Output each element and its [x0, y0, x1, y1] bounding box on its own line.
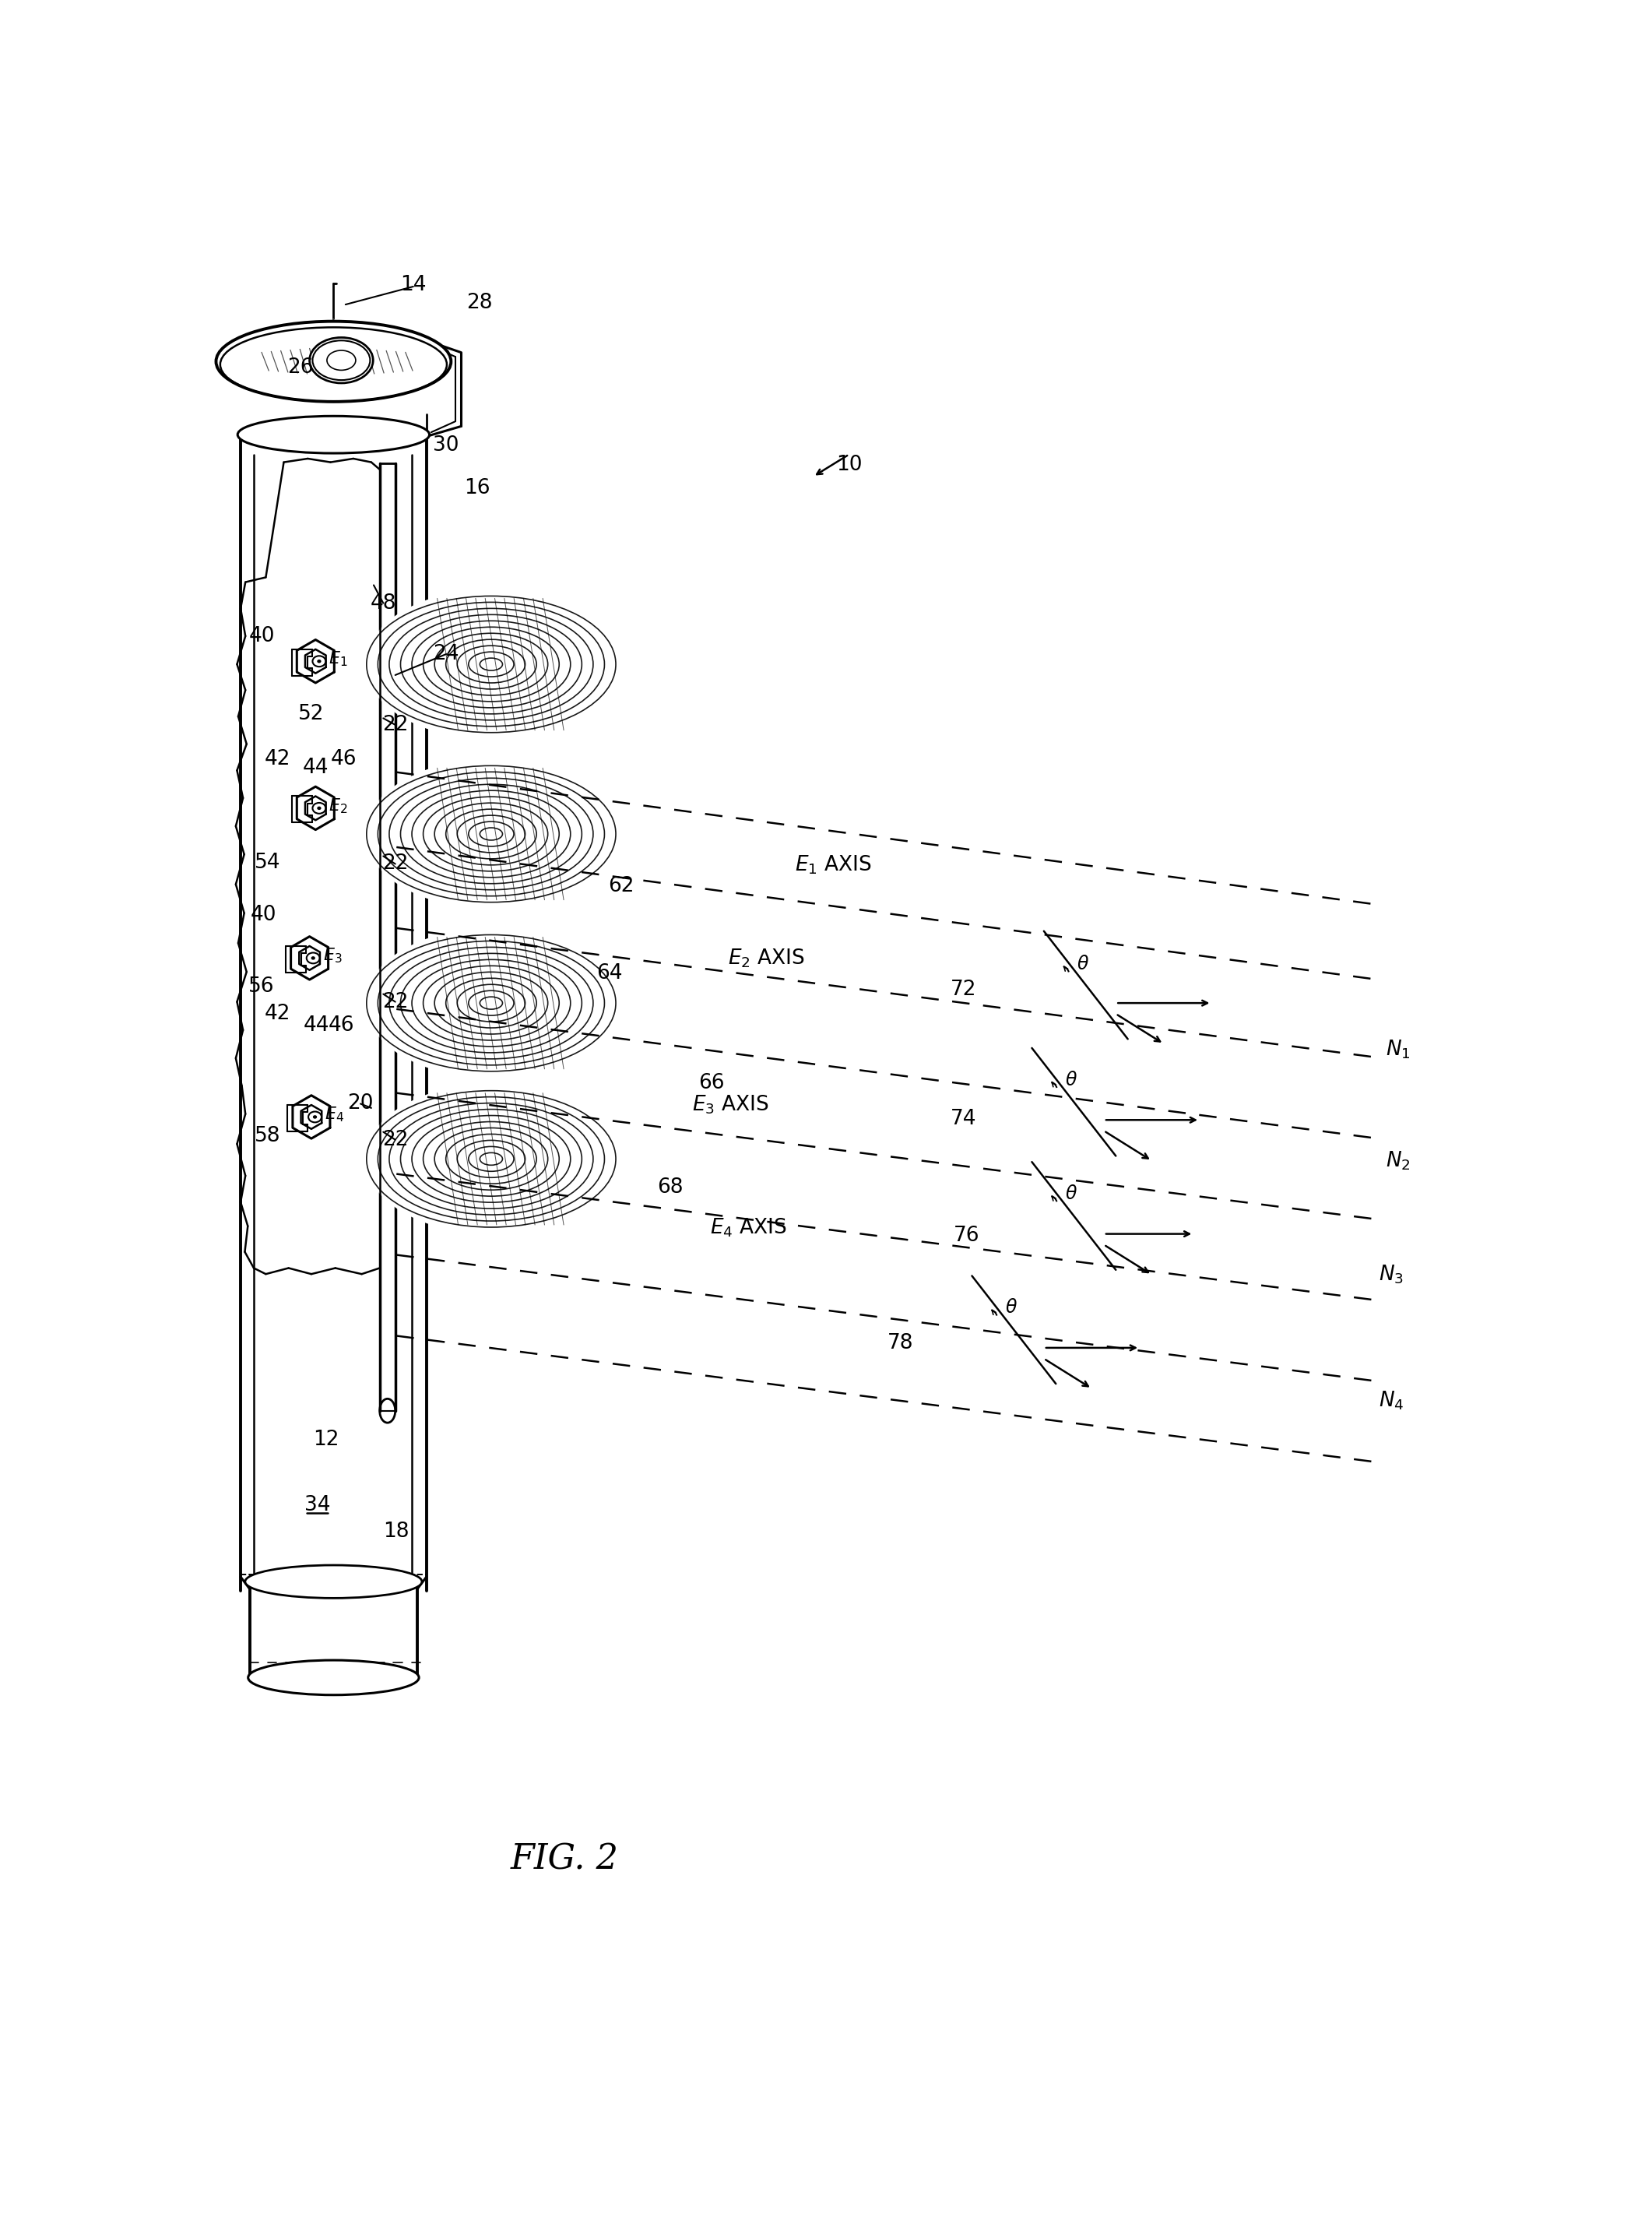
Text: 22: 22	[382, 1129, 408, 1151]
Text: $E_{1}$: $E_{1}$	[329, 651, 347, 668]
Text: $\theta$: $\theta$	[1077, 954, 1089, 974]
Text: 16: 16	[464, 478, 491, 498]
Text: 18: 18	[383, 1523, 410, 1542]
Text: 28: 28	[466, 292, 492, 312]
Ellipse shape	[365, 1084, 618, 1235]
Text: 64: 64	[596, 963, 623, 983]
Text: 22: 22	[382, 991, 408, 1011]
Ellipse shape	[309, 339, 373, 383]
Text: 34: 34	[304, 1496, 330, 1516]
Ellipse shape	[365, 589, 618, 739]
Text: 24: 24	[433, 644, 459, 664]
Text: 74: 74	[950, 1109, 976, 1129]
Text: 42: 42	[264, 1005, 291, 1025]
Text: $E_{3}$ AXIS: $E_{3}$ AXIS	[692, 1093, 768, 1115]
Text: $N_{4}$: $N_{4}$	[1378, 1390, 1404, 1412]
Ellipse shape	[226, 334, 441, 398]
Text: $E_{2}$: $E_{2}$	[329, 797, 347, 814]
Text: 14: 14	[400, 274, 426, 294]
Text: $E_{2}$ AXIS: $E_{2}$ AXIS	[729, 947, 805, 969]
Ellipse shape	[317, 808, 320, 810]
Ellipse shape	[312, 956, 314, 958]
Text: 68: 68	[657, 1177, 682, 1197]
Text: $N_{2}$: $N_{2}$	[1386, 1149, 1411, 1173]
Ellipse shape	[365, 759, 618, 910]
Text: FIG. 2: FIG. 2	[510, 1843, 618, 1877]
Text: 42: 42	[264, 748, 291, 770]
Text: 22: 22	[382, 854, 408, 874]
Text: 54: 54	[254, 852, 281, 872]
Text: $N_{3}$: $N_{3}$	[1378, 1264, 1403, 1286]
Text: 56: 56	[248, 976, 274, 998]
Text: $\theta$: $\theta$	[1064, 1071, 1077, 1089]
Text: 12: 12	[312, 1430, 339, 1450]
Text: 76: 76	[953, 1226, 980, 1246]
Text: 40: 40	[249, 626, 276, 646]
Ellipse shape	[244, 1565, 421, 1598]
Ellipse shape	[365, 927, 618, 1078]
Text: 40: 40	[251, 905, 276, 925]
Text: 66: 66	[699, 1073, 725, 1093]
Text: $E_{1}$ AXIS: $E_{1}$ AXIS	[795, 854, 872, 876]
Text: 48: 48	[370, 593, 396, 613]
Text: 46: 46	[330, 748, 357, 770]
Text: $E_{3}$: $E_{3}$	[322, 947, 342, 965]
Ellipse shape	[314, 1115, 317, 1118]
Text: 52: 52	[299, 704, 324, 724]
Text: $\theta$: $\theta$	[1004, 1299, 1018, 1317]
Text: 58: 58	[254, 1126, 281, 1146]
Text: 44: 44	[304, 1016, 330, 1036]
Text: $N_{1}$: $N_{1}$	[1386, 1038, 1411, 1060]
Ellipse shape	[317, 659, 320, 662]
Ellipse shape	[216, 321, 451, 403]
Text: $E_{4}$ AXIS: $E_{4}$ AXIS	[710, 1217, 786, 1239]
Text: 78: 78	[887, 1334, 914, 1354]
Text: 30: 30	[433, 436, 459, 456]
Text: 26: 26	[287, 356, 314, 378]
Text: 10: 10	[836, 456, 862, 476]
Text: 22: 22	[382, 715, 408, 735]
Text: 46: 46	[329, 1016, 354, 1036]
Ellipse shape	[238, 416, 430, 454]
Ellipse shape	[248, 1660, 420, 1695]
Text: 72: 72	[950, 980, 976, 1000]
Text: 62: 62	[608, 876, 634, 896]
Text: $\theta$: $\theta$	[1064, 1184, 1077, 1204]
Text: 44: 44	[302, 757, 329, 779]
Text: $E_{4}$: $E_{4}$	[324, 1104, 344, 1124]
Text: 20: 20	[347, 1093, 373, 1113]
